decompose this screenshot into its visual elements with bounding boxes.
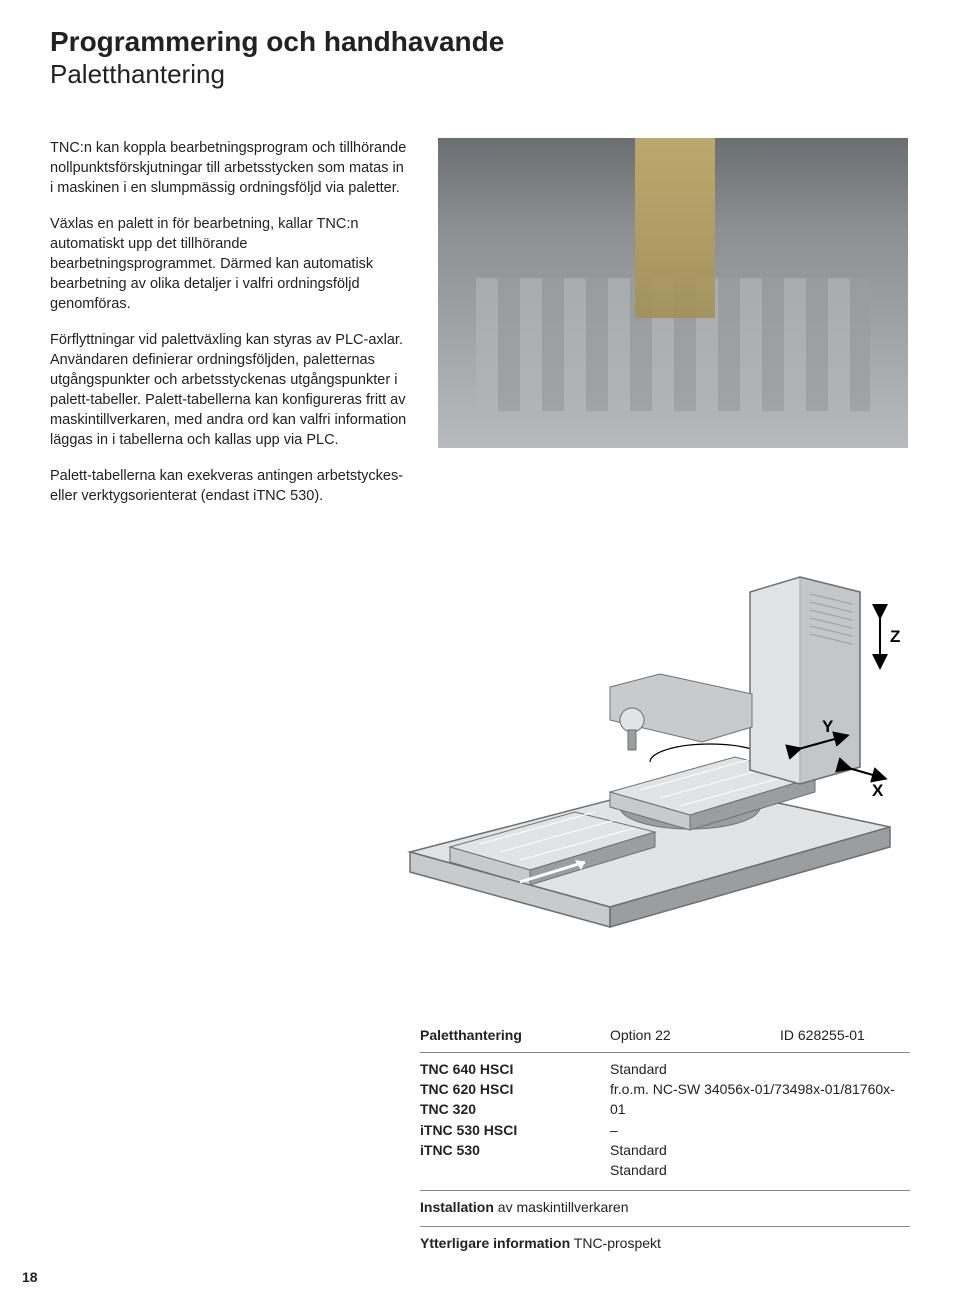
info-head-id: ID 628255-01 xyxy=(780,1025,910,1045)
product-value: Standard xyxy=(610,1140,910,1160)
product-value: – xyxy=(610,1120,910,1140)
product-value: fr.o.m. NC-SW 34056x-01/73498x-01/81760x… xyxy=(610,1079,910,1120)
paragraph: Palett-tabellerna kan exekveras antingen… xyxy=(50,466,410,506)
product-name: iTNC 530 HSCI xyxy=(420,1120,610,1140)
installation-label: Installation xyxy=(420,1199,494,1215)
paragraph: Förflyttningar vid palettväxling kan sty… xyxy=(50,330,410,450)
info-head-option: Option 22 xyxy=(610,1025,780,1045)
moreinfo-text: TNC-prospekt xyxy=(570,1235,661,1251)
paragraph: Växlas en palett in för bearbetning, kal… xyxy=(50,214,410,314)
machine-photo xyxy=(438,138,908,448)
product-value: Standard xyxy=(610,1059,910,1079)
machine-axis-diagram: Z Y X xyxy=(350,552,910,942)
axis-x-label: X xyxy=(872,781,884,800)
axis-y-label: Y xyxy=(822,717,834,736)
product-name: TNC 320 xyxy=(420,1099,610,1119)
body-text-column: TNC:n kan koppla bearbetningsprogram och… xyxy=(50,138,410,522)
product-name: TNC 640 HSCI xyxy=(420,1059,610,1079)
paragraph: TNC:n kan koppla bearbetningsprogram och… xyxy=(50,138,410,198)
axis-z-label: Z xyxy=(890,627,900,646)
page-number: 18 xyxy=(22,1269,38,1285)
product-name: TNC 620 HSCI xyxy=(420,1079,610,1099)
info-table: Paletthantering Option 22 ID 628255-01 T… xyxy=(420,1021,910,1261)
installation-text: av maskintillverkaren xyxy=(494,1199,629,1215)
page-subtitle: Paletthantering xyxy=(50,59,910,90)
info-head-title: Paletthantering xyxy=(420,1025,610,1045)
moreinfo-label: Ytterligare information xyxy=(420,1235,570,1251)
page-title: Programmering och handhavande xyxy=(50,24,910,59)
product-value: Standard xyxy=(610,1160,910,1180)
product-name: iTNC 530 xyxy=(420,1140,610,1160)
